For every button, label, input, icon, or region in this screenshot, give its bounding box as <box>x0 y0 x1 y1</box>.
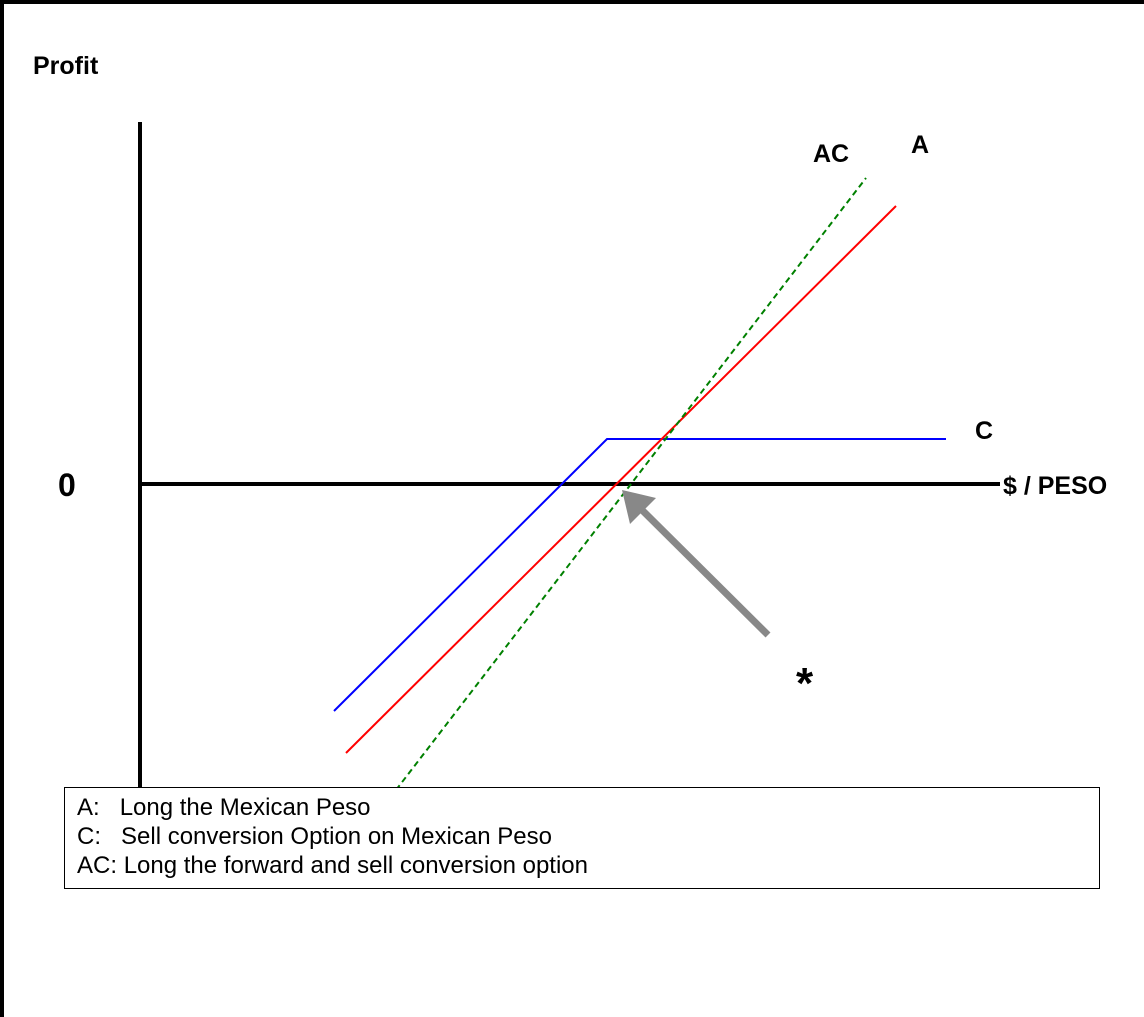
curve-c-label: C <box>975 417 993 445</box>
legend-item-c-key: C: <box>77 823 101 850</box>
curve-a-line <box>345 205 897 754</box>
origin-label: 0 <box>58 467 76 503</box>
curve-ac-label: AC <box>813 140 849 168</box>
annotation-arrow-head <box>622 490 656 524</box>
y-axis-label: Profit <box>33 52 99 80</box>
legend-box: A: Long the Mexican Peso C: Sell convers… <box>64 787 1100 889</box>
legend-item-ac-text: Long the forward and sell conversion opt… <box>123 852 588 879</box>
legend-item-ac-key: AC: <box>77 852 118 879</box>
legend-item-a: A: Long the Mexican Peso <box>77 793 1099 822</box>
curve-a-label: A <box>911 131 929 159</box>
annotation-arrow-shaft <box>637 505 771 638</box>
legend-item-c: C: Sell conversion Option on Mexican Pes… <box>77 822 1099 851</box>
legend-item-ac: AC: Long the forward and sell conversion… <box>77 851 1099 880</box>
curve-ac-line <box>395 177 867 791</box>
annotation-marker: * <box>796 659 814 708</box>
legend-item-a-text: Long the Mexican Peso <box>119 794 371 821</box>
legend-item-c-text: Sell conversion Option on Mexican Peso <box>121 823 552 850</box>
curve-c-line <box>333 438 946 712</box>
legend-item-a-key: A: <box>77 794 100 821</box>
x-axis-label: $ / PESO <box>1003 472 1107 500</box>
